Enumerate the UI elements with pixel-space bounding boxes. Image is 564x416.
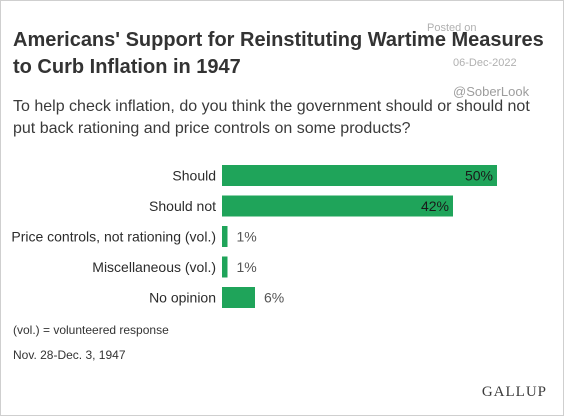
- footnote-volunteered: (vol.) = volunteered response: [13, 323, 169, 337]
- chart-title: Americans' Support for Reinstituting War…: [13, 29, 544, 78]
- category-label: Price controls, not rationing (vol.): [11, 229, 216, 245]
- chart-subtitle: To help check inflation, do you think th…: [13, 98, 530, 137]
- watermark-handle: @SoberLook: [453, 84, 530, 99]
- value-label: 50%: [465, 168, 493, 184]
- value-label: 6%: [264, 290, 284, 306]
- bar: [222, 256, 228, 278]
- value-label: 1%: [237, 259, 257, 275]
- category-label: Should: [172, 168, 216, 184]
- category-label: No opinion: [149, 290, 216, 306]
- watermark-posted-on: Posted on: [427, 22, 477, 34]
- watermark-date: 06-Dec-2022: [453, 57, 517, 69]
- bar: [222, 287, 255, 308]
- value-label: 1%: [237, 229, 257, 245]
- footnote-dates: Nov. 28-Dec. 3, 1947: [13, 348, 126, 362]
- category-label: Should not: [149, 198, 216, 214]
- category-label: Miscellaneous (vol.): [92, 259, 216, 275]
- gallup-logo: GALLUP: [481, 384, 547, 400]
- value-label: 42%: [421, 198, 449, 214]
- bar: [222, 165, 497, 186]
- bar: [222, 195, 453, 217]
- bar-chart: Should 50% Should not 42% Price controls, no…: [11, 165, 497, 308]
- bar: [222, 226, 228, 247]
